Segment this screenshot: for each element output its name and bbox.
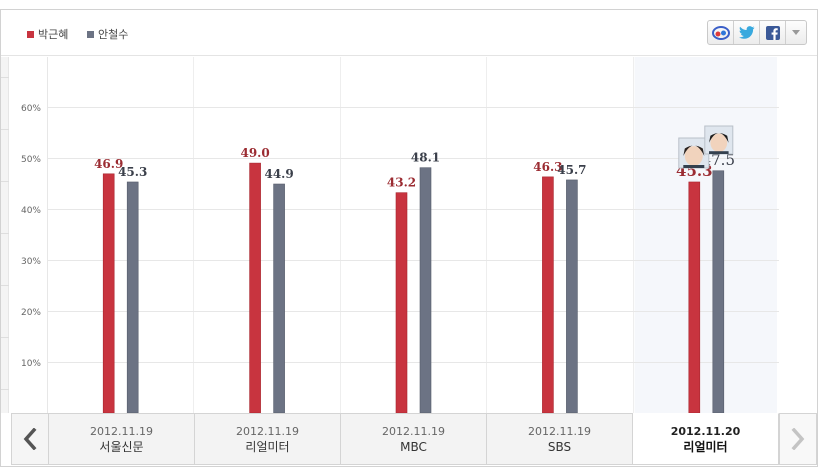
twitter-icon	[738, 26, 754, 39]
data-label-ahn: 45.3	[118, 165, 147, 179]
bar-ahn	[273, 183, 285, 414]
tab-source: SBS	[547, 439, 572, 454]
tab-2012-11-19-seoul-shinmun[interactable]: 2012.11.19 서울신문	[49, 413, 195, 465]
y-tick-label: 20%	[21, 308, 41, 318]
mydaum-icon	[711, 25, 730, 40]
legend-label-ahn: 안철수	[98, 28, 129, 41]
legend-label-park: 박근혜	[38, 28, 69, 41]
bar-park	[542, 176, 554, 414]
data-label-park: 43.2	[387, 176, 416, 190]
bar-park	[688, 181, 701, 414]
y-tick-label: 50%	[21, 155, 41, 165]
data-label-park: 46.9	[94, 157, 123, 171]
legend-item-ahn: 안철수	[87, 26, 128, 42]
facebook-icon	[765, 25, 780, 40]
tab-date: 2012.11.19	[528, 424, 591, 438]
tab-date: 2012.11.20	[670, 424, 741, 438]
data-label-ahn: 44.9	[264, 167, 293, 181]
prev-button[interactable]	[11, 413, 49, 465]
tab-source: 리얼미터	[245, 439, 290, 454]
chevron-left-icon	[23, 428, 37, 450]
dropdown-arrow-icon	[792, 29, 800, 35]
data-label-ahn: 47.5	[702, 151, 735, 169]
avatar-ahn-face	[710, 133, 728, 153]
bar-park	[102, 173, 115, 414]
tab-source: 리얼미터	[683, 439, 728, 454]
avatar-ahn-frame	[704, 125, 734, 155]
legend-swatch-ahn	[87, 30, 94, 38]
tab-date: 2012.11.19	[90, 424, 153, 438]
left-side-strip	[1, 57, 9, 413]
y-tick-label: 30%	[21, 257, 41, 267]
tab-2012-11-19-mbc[interactable]: 2012.11.19 MBC	[341, 413, 487, 465]
bar-park	[395, 192, 408, 414]
data-label-park: 46.3	[533, 160, 562, 174]
share-more-button[interactable]	[786, 21, 806, 44]
bar-chart: 10%20%30%40%50%60%46.945.349.044.943.248…	[21, 57, 779, 414]
avatar-ahn-hair	[709, 133, 729, 143]
tab-date: 2012.11.19	[382, 424, 445, 438]
tab-2012-11-20-realmeter[interactable]: 2012.11.20 리얼미터	[633, 413, 779, 465]
tab-2012-11-19-realmeter[interactable]: 2012.11.19 리얼미터	[195, 413, 341, 465]
poll-chart-widget: 박근혜 안철수	[0, 9, 818, 467]
avatar-park-shoulders	[683, 165, 705, 168]
y-tick-label: 10%	[21, 359, 41, 369]
y-tick-label: 40%	[21, 206, 41, 216]
chart-header: 박근혜 안철수	[1, 10, 817, 56]
bar-ahn	[566, 179, 578, 414]
mydaum-share-button[interactable]	[708, 21, 734, 44]
tab-source: MBC	[400, 439, 427, 454]
data-label-park: 45.3	[676, 162, 713, 180]
twitter-share-button[interactable]	[734, 21, 760, 44]
chevron-right-icon	[791, 428, 805, 450]
highlight-column-bg	[634, 57, 777, 413]
data-label-ahn: 48.1	[411, 151, 440, 165]
avatar-park-hair	[683, 145, 705, 156]
facebook-share-button[interactable]	[760, 21, 786, 44]
chart-area: 10% 20% 30% 40% 50% 60% 46.9 45.3 49.0 44.9 43.2 48…	[1, 10, 819, 420]
tab-source: 서울신문	[99, 439, 144, 454]
data-label-ahn: 45.7	[557, 163, 586, 177]
avatar-park-face	[684, 146, 703, 166]
avatar-ahn-shoulders	[709, 151, 729, 154]
bar-ahn	[419, 167, 432, 414]
y-tick-label: 60%	[21, 104, 41, 114]
share-buttons	[707, 20, 807, 45]
bar-park	[249, 162, 261, 414]
tab-date: 2012.11.19	[236, 424, 299, 438]
legend-item-park: 박근혜	[27, 26, 68, 42]
legend-swatch-park	[27, 30, 34, 38]
tab-2012-11-19-sbs[interactable]: 2012.11.19 SBS	[487, 413, 633, 465]
bar-ahn	[712, 170, 725, 414]
date-navigation: 2012.11.19 서울신문 2012.11.19 리얼미터 2012.11.…	[11, 413, 817, 467]
avatar-park-frame	[678, 137, 710, 169]
bar-ahn	[126, 181, 139, 414]
data-label-park: 49.0	[240, 146, 269, 160]
next-button[interactable]	[779, 413, 817, 465]
